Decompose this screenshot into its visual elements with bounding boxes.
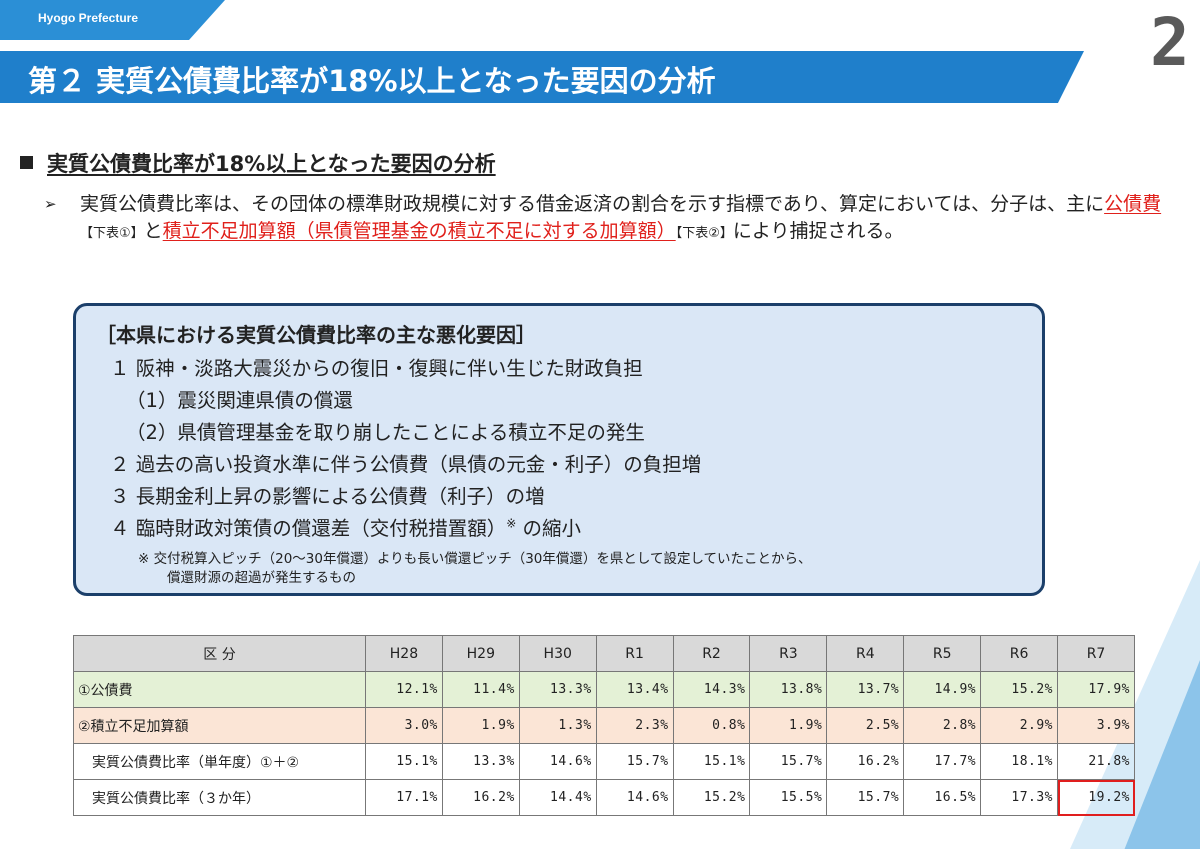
prefecture-tag: Hyogo Prefecture bbox=[0, 0, 225, 40]
factor-note-line-2: 償還財源の超過が発生するもの bbox=[167, 570, 356, 586]
ratio-table: 区 分 H28 H29 H30 R1 R2 R3 R4 R5 R6 R7 ①公債… bbox=[73, 635, 1135, 816]
table-cell: 15.5% bbox=[749, 779, 828, 816]
table-cell: 15.7% bbox=[595, 743, 674, 780]
table-cell: 13.8% bbox=[749, 671, 828, 708]
table-header-cell: H30 bbox=[518, 635, 597, 672]
table-cell: 14.6% bbox=[518, 743, 597, 780]
table-cell: 14.9% bbox=[903, 671, 982, 708]
table-cell: 15.1% bbox=[365, 743, 443, 780]
description-tail: により捕捉される。 bbox=[732, 220, 904, 242]
table-header-cell: 区 分 bbox=[73, 635, 366, 672]
description-lead: 実質公債費比率は、その団体の標準財政規模に対する借金返済の割合を示す指標であり、… bbox=[80, 193, 1105, 215]
table-header-cell: R7 bbox=[1057, 635, 1135, 672]
table-header-cell: R6 bbox=[980, 635, 1059, 672]
table-cell: 15.7% bbox=[826, 779, 905, 816]
factor-item-4-text: ４ 臨時財政対策債の償還差（交付税措置額） bbox=[110, 517, 507, 540]
factor-item-2: ２ 過去の高い投資水準に伴う公債費（県債の元金・利子）の負担増 bbox=[110, 453, 702, 476]
table-cell: 17.3% bbox=[980, 779, 1059, 816]
table-cell: 14.4% bbox=[518, 779, 597, 816]
table-header-cell: R5 bbox=[903, 635, 982, 672]
table-cell: 15.1% bbox=[672, 743, 751, 780]
table-cell: 15.2% bbox=[672, 779, 751, 816]
description-paragraph: ➢ 実質公債費比率は、その団体の標準財政規模に対する借金返済の割合を示す指標であ… bbox=[44, 191, 1174, 247]
table-header-cell: H29 bbox=[441, 635, 520, 672]
table-cell: 14.6% bbox=[595, 779, 674, 816]
table-cell: 13.3% bbox=[518, 671, 597, 708]
factor-item-4-tail: の縮小 bbox=[522, 517, 581, 540]
table-row-debt-service: ①公債費 12.1% 11.4% 13.3% 13.4% 14.3% 13.8%… bbox=[73, 671, 1135, 708]
table-cell: 14.3% bbox=[672, 671, 751, 708]
table-header-cell: R4 bbox=[826, 635, 905, 672]
row-label: 実質公債費比率（単年度）①＋② bbox=[73, 743, 366, 780]
table-cell: 1.9% bbox=[441, 707, 520, 744]
table-cell: 17.7% bbox=[903, 743, 982, 780]
term-reserve-shortfall: 積立不足加算額（県債管理基金の積立不足に対する加算額） bbox=[162, 220, 676, 242]
table-cell: 17.1% bbox=[365, 779, 443, 816]
page-number: 2 bbox=[1150, 4, 1190, 81]
row-label: ②積立不足加算額 bbox=[73, 707, 366, 744]
ref-table-1: 【下表①】 bbox=[80, 226, 144, 241]
table-cell: 0.8% bbox=[672, 707, 751, 744]
table-header-cell: H28 bbox=[365, 635, 443, 672]
section-heading-text: 実質公債費比率が18%以上となった要因の分析 bbox=[47, 152, 496, 176]
section-heading: 実質公債費比率が18%以上となった要因の分析 bbox=[20, 148, 496, 178]
table-header-cell: R1 bbox=[595, 635, 674, 672]
factor-item-4: ４ 臨時財政対策債の償還差（交付税措置額）※ の縮小 bbox=[110, 512, 581, 541]
factor-subitem-2: （2）県債管理基金を取り崩したことによる積立不足の発生 bbox=[126, 421, 645, 444]
table-cell: 3.9% bbox=[1057, 707, 1135, 744]
factors-title: ［本県における実質公債費比率の主な悪化要因］ bbox=[96, 323, 536, 347]
page-title: 第２ 実質公債費比率が18%以上となった要因の分析 bbox=[28, 64, 716, 98]
factors-box: ［本県における実質公債費比率の主な悪化要因］ １ 阪神・淡路大震災からの復旧・復… bbox=[73, 303, 1045, 596]
table-cell: 17.9% bbox=[1057, 671, 1135, 708]
prefecture-tag-text: Hyogo Prefecture bbox=[38, 11, 139, 25]
table-cell: 21.8% bbox=[1057, 743, 1135, 780]
table-cell: 2.8% bbox=[903, 707, 982, 744]
factor-item-3: ３ 長期金利上昇の影響による公債費（利子）の増 bbox=[110, 485, 545, 508]
ref-table-2: 【下表②】 bbox=[675, 226, 733, 241]
table-cell: 13.4% bbox=[595, 671, 674, 708]
table-cell: 16.2% bbox=[826, 743, 905, 780]
table-cell: 1.3% bbox=[518, 707, 597, 744]
table-cell: 1.9% bbox=[749, 707, 828, 744]
row-label: 実質公債費比率（３か年） bbox=[73, 779, 366, 816]
arrow-bullet-icon: ➢ bbox=[44, 195, 57, 213]
table-cell: 13.3% bbox=[441, 743, 520, 780]
table-cell: 2.3% bbox=[595, 707, 674, 744]
row-label: ①公債費 bbox=[73, 671, 366, 708]
square-bullet-icon bbox=[20, 156, 33, 169]
table-cell: 13.7% bbox=[826, 671, 905, 708]
table-row-single-year: 実質公債費比率（単年度）①＋② 15.1% 13.3% 14.6% 15.7% … bbox=[73, 743, 1135, 780]
table-cell: 3.0% bbox=[365, 707, 443, 744]
highlighted-cell: 19.2% bbox=[1057, 779, 1135, 816]
term-debt-service: 公債費 bbox=[1104, 193, 1162, 215]
factor-item-4-note-mark: ※ bbox=[506, 516, 517, 531]
table-header-cell: R2 bbox=[672, 635, 751, 672]
table-header-row: 区 分 H28 H29 H30 R1 R2 R3 R4 R5 R6 R7 bbox=[73, 635, 1135, 672]
table-cell: 12.1% bbox=[365, 671, 443, 708]
table-cell: 15.2% bbox=[980, 671, 1059, 708]
table-cell: 16.5% bbox=[903, 779, 982, 816]
description-connector: と bbox=[143, 220, 163, 242]
table-cell: 11.4% bbox=[441, 671, 520, 708]
factor-subitem-1: （1）震災関連県債の償還 bbox=[126, 389, 353, 412]
title-bar: 第２ 実質公債費比率が18%以上となった要因の分析 bbox=[0, 51, 1084, 103]
factor-note-line-1: ※ 交付税算入ピッチ（20～30年償還）よりも長い償還ピッチ（30年償還）を県と… bbox=[138, 551, 812, 567]
table-row-reserve-shortfall: ②積立不足加算額 3.0% 1.9% 1.3% 2.3% 0.8% 1.9% 2… bbox=[73, 707, 1135, 744]
table-header-cell: R3 bbox=[749, 635, 828, 672]
table-row-three-year: 実質公債費比率（３か年） 17.1% 16.2% 14.4% 14.6% 15.… bbox=[73, 779, 1135, 816]
table-cell: 16.2% bbox=[441, 779, 520, 816]
table-cell: 2.9% bbox=[980, 707, 1059, 744]
table-cell: 15.7% bbox=[749, 743, 828, 780]
table-cell: 18.1% bbox=[980, 743, 1059, 780]
table-cell: 2.5% bbox=[826, 707, 905, 744]
description-text: 実質公債費比率は、その団体の標準財政規模に対する借金返済の割合を示す指標であり、… bbox=[80, 191, 1174, 247]
factor-item-1: １ 阪神・淡路大震災からの復旧・復興に伴い生じた財政負担 bbox=[110, 357, 643, 380]
